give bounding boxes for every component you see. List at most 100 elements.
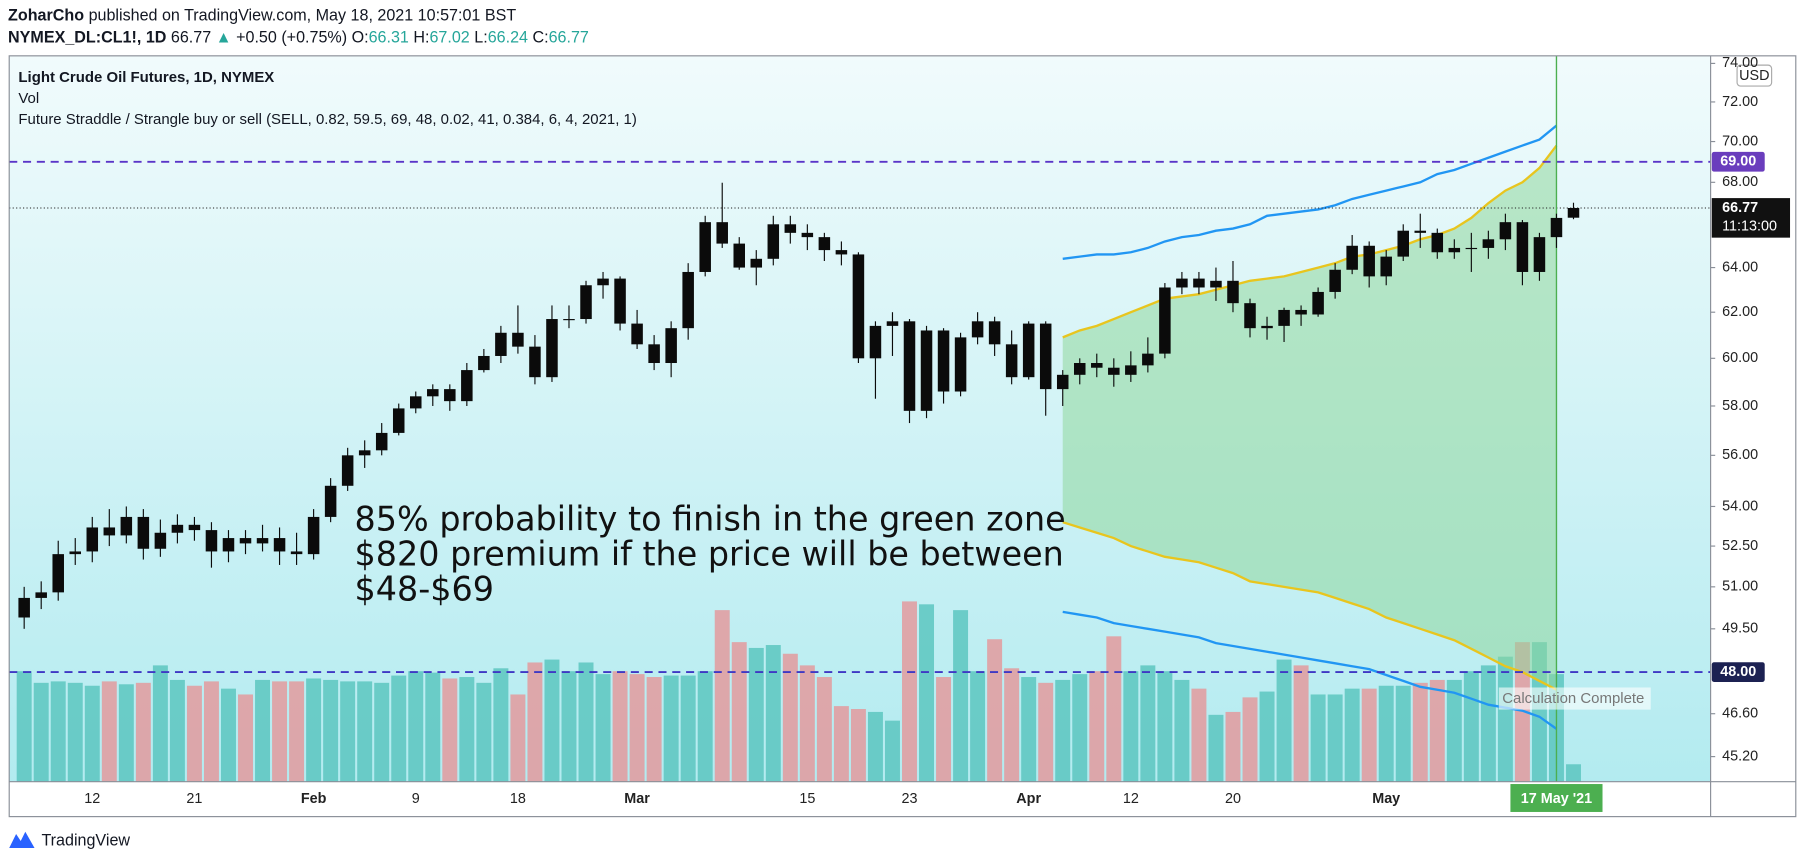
volume-bar (1225, 711, 1241, 782)
candle-body (410, 396, 422, 409)
candle-body (971, 321, 984, 338)
currency-box[interactable] (1736, 64, 1773, 87)
candle-body (546, 319, 558, 378)
candle-body (682, 271, 694, 329)
green-zone (1062, 145, 1557, 690)
volume-bar (1480, 665, 1496, 782)
candle-body (716, 222, 728, 244)
volume-bar (425, 672, 441, 782)
y-tick-label: 54.00 (1722, 498, 1758, 514)
candle-body (1159, 287, 1171, 354)
q-label: O: (352, 29, 369, 47)
x-tick-label: 15 (799, 791, 815, 807)
volume-bar (84, 685, 100, 782)
candle-body (631, 323, 643, 345)
volume-bar (1004, 668, 1020, 782)
volume-bar (186, 685, 202, 782)
currency[interactable]: USD (1739, 68, 1769, 84)
y-tick-label: 52.50 (1722, 538, 1758, 554)
volume-bar (1106, 636, 1122, 782)
volume-bar (919, 604, 935, 782)
x-tick-label: 12 (1123, 791, 1139, 807)
band-line (1062, 124, 1558, 260)
volume-bar (697, 671, 713, 782)
x-tick-label: 12 (84, 791, 100, 807)
volume-bar (1140, 665, 1156, 782)
y-tick-label: 45.20 (1722, 748, 1758, 764)
candle-body (648, 344, 660, 364)
candle-body (1193, 278, 1205, 288)
candle-body (461, 370, 473, 402)
volume-bar (748, 647, 764, 782)
y-tick-label: 70.00 (1722, 133, 1758, 149)
candle-body (1295, 309, 1307, 315)
header-line-2: NYMEX_DL:CL1!, 1D 66.77 ▲ +0.50 (+0.75%)… (8, 29, 589, 47)
candle-body (767, 224, 780, 259)
legend-vol: Vol (18, 90, 39, 107)
volume-bar (1276, 659, 1292, 782)
candle-body (1363, 245, 1375, 277)
volume-bar (799, 665, 815, 782)
volume-bar (1310, 694, 1326, 782)
annotation: 85% probability to finish in the green z… (355, 500, 1066, 539)
volume-bar (408, 671, 424, 782)
candle-body (869, 325, 882, 359)
x-tick-label: Feb (301, 791, 327, 807)
legend-indicator: Future Straddle / Strangle buy or sell (… (18, 111, 636, 128)
candle-body (1244, 303, 1256, 329)
candle-body (529, 346, 541, 378)
candle-body (69, 551, 82, 555)
candle-body (580, 285, 592, 320)
annotation: $820 premium if the price will be betwee… (355, 534, 1064, 573)
candle-body (222, 538, 235, 552)
candle-body (937, 330, 950, 392)
candle-body (1329, 269, 1341, 292)
candle-body (733, 243, 745, 268)
candle-body (1039, 323, 1052, 390)
volume-bar (816, 677, 832, 782)
volume-bar (1242, 697, 1258, 782)
brand[interactable]: TradingView (41, 831, 130, 849)
y-tick-label: 46.60 (1722, 705, 1758, 721)
candle-body (954, 337, 967, 392)
level-label: 48.00 (1720, 664, 1756, 680)
volume-bar (442, 678, 458, 782)
candle-body (818, 237, 831, 251)
candle-body (1431, 232, 1444, 253)
y-tick-label: 62.00 (1722, 304, 1758, 320)
candle-body (1312, 291, 1324, 315)
candle-body (1414, 230, 1427, 233)
author: ZoharCho (8, 7, 84, 25)
candle-body (1091, 363, 1103, 368)
volume-bar (867, 711, 883, 782)
candle-body (18, 597, 30, 618)
volume-bar (731, 642, 747, 782)
candle-body (392, 408, 405, 433)
volume-bar (1361, 688, 1377, 782)
volume-bar (323, 679, 339, 782)
candle-body (563, 319, 575, 321)
candle-body (324, 485, 337, 517)
volume-bar (1327, 694, 1343, 782)
volume-bar (203, 681, 219, 782)
volume-bar (1191, 688, 1207, 782)
volume-bar (272, 681, 288, 782)
annotation: $48-$69 (355, 569, 494, 608)
candle-body (512, 332, 524, 347)
candle-body (154, 532, 167, 549)
volume-bar (833, 706, 849, 782)
volume-bar (1429, 679, 1445, 782)
candle-body (801, 232, 814, 238)
candle-body (290, 551, 303, 555)
candle-body (86, 527, 99, 552)
candle-body (137, 516, 150, 549)
footer-logo[interactable] (9, 831, 35, 849)
x-tick-label: Mar (624, 791, 650, 807)
volume-bar (1089, 671, 1105, 782)
candle-body (1550, 217, 1563, 238)
candle-body (495, 332, 507, 356)
logo-icon[interactable] (9, 831, 35, 849)
x-tick-label: 9 (412, 791, 420, 807)
volume-bar (970, 671, 986, 782)
volume-bar (476, 682, 492, 782)
